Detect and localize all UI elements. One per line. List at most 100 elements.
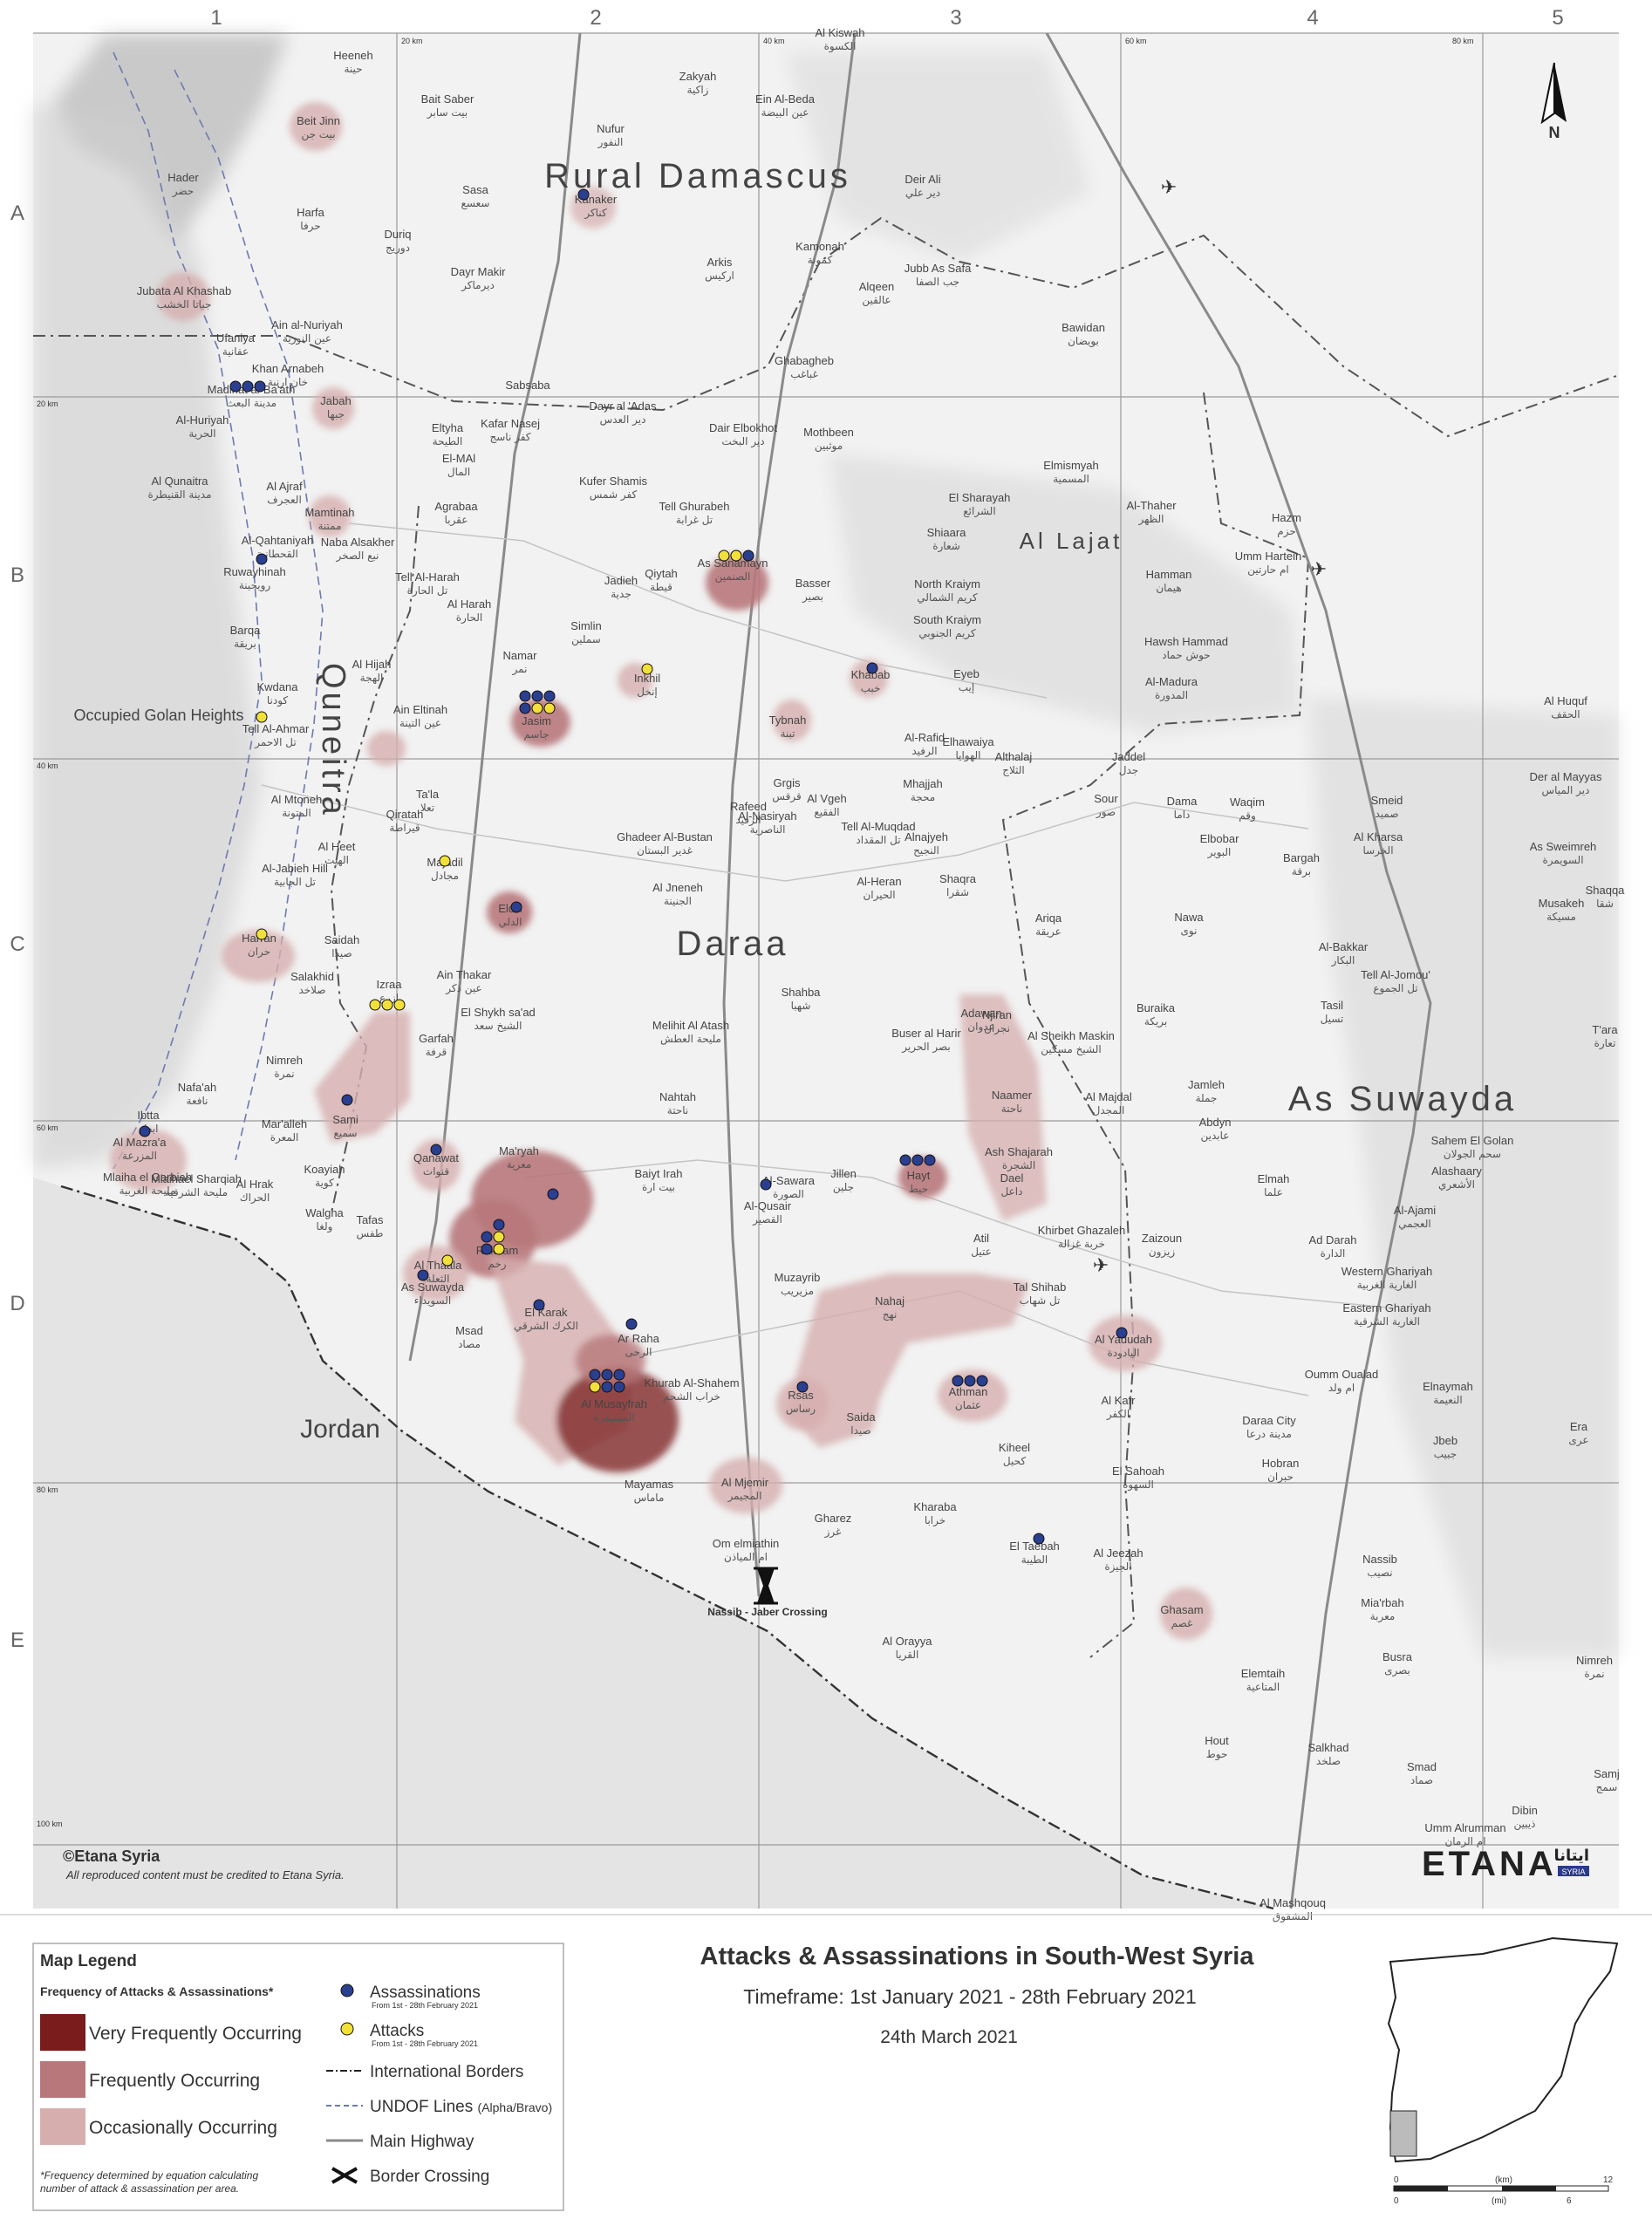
place-name: Ariqa [1035,912,1062,925]
assassination-marker [601,1381,613,1393]
place-name: Elnaymah [1423,1380,1473,1393]
place-name: Ghasam [1160,1603,1203,1616]
assassination-marker [341,1094,353,1106]
place-name-arabic: عريقة [1035,925,1062,939]
scale-bar: 0 (km) 12 0 (mi) 6 [1393,2175,1614,2206]
place-name-arabic: عثمان [955,1399,981,1411]
place-name: El Sharayah [949,491,1011,504]
grid-col-2: 2 [590,6,601,30]
place-name-arabic: تل المقداد [856,834,900,846]
place-name: Mlaiha el Garbiah [103,1171,192,1184]
legend-footnote-1: *Frequency determined by equation calcul… [40,2169,258,2182]
place-name-arabic: كريم الجنوبي [918,627,976,640]
place-name-arabic: تل الحارة [407,584,448,598]
place-name: Melihit Al Atash [652,1019,729,1032]
place-name-arabic: مدينة البعث [226,397,276,409]
place-name-arabic: اركيس [705,270,734,283]
place-name: Shaqra [939,872,977,885]
assassination-marker [481,1231,493,1243]
place-name-arabic: نوى [1181,925,1198,938]
svg-text:(km): (km) [1495,2175,1512,2185]
place-name: Msad [455,1324,483,1337]
place-name-arabic: العجمي [1398,1218,1430,1230]
place-name: Basser [795,577,831,590]
place-name-arabic: عين البيضة [761,106,809,120]
place-name: Jamleh [1188,1078,1225,1091]
attack-marker [441,1254,454,1267]
place-name-arabic: نجران [984,1022,1010,1035]
place-name-arabic: الحراك [240,1192,270,1205]
place-name-arabic: عين النورية [283,332,331,345]
place-name-arabic: ام الرمان [1444,1835,1485,1848]
place-name: Umm Alrumman [1424,1821,1505,1834]
place-name: Ain Thakar [437,968,492,981]
place-name: Tell Al-Harah [395,570,460,584]
place-name-arabic: هيمان [1156,582,1181,594]
place-name: Namar [502,649,537,662]
place-name-arabic: تعارة [1594,1037,1616,1050]
grid-col-5: 5 [1552,6,1563,30]
assassination-marker [519,690,531,702]
place-name: Ar Raha [618,1332,659,1345]
assassination-marker [796,1381,809,1393]
svg-text:SYRIA: SYRIA [1561,1868,1585,1876]
place-name-arabic: الكفر [1106,1408,1130,1421]
place-name: Heeneh [333,49,373,62]
place-name-arabic: سميع [334,1127,358,1139]
place-name-arabic: الحارة [456,611,482,625]
place-name: Jbeb [1433,1434,1457,1447]
place-name-arabic: الصورة [773,1188,804,1201]
place-name: El Sahoah [1112,1465,1164,1478]
place-name: Saida [846,1410,876,1424]
place-name: Koayiah [304,1163,345,1176]
region-as-suwayda: As Suwayda [1288,1080,1517,1118]
legend-very-label: Very Frequently Occurring [89,2024,302,2044]
legend-frequent-label: Frequently Occurring [89,2071,260,2091]
place-name: T'ara [1592,1023,1618,1036]
place-name: Waqim [1230,796,1265,809]
place-name-arabic: تل غرابة [676,514,713,527]
assassination-marker [866,662,878,674]
place-name: Der al Mayyas [1529,770,1602,783]
place-name: Mlaihael Sharqiah [151,1172,242,1185]
place-name: Bait Saber [421,92,474,106]
place-name: Nahaj [875,1294,905,1308]
place-name: Izraa [377,978,403,991]
place-name-arabic: الفقيع [814,806,839,818]
place-name: Nimreh [266,1054,303,1067]
place-name-arabic: حيط [909,1183,928,1195]
assassination-marker [613,1381,625,1393]
assassination-marker [519,702,531,714]
place-name-arabic: الكرك الشرقي [514,1320,578,1333]
place-name: Oumm Oualad [1305,1368,1379,1381]
